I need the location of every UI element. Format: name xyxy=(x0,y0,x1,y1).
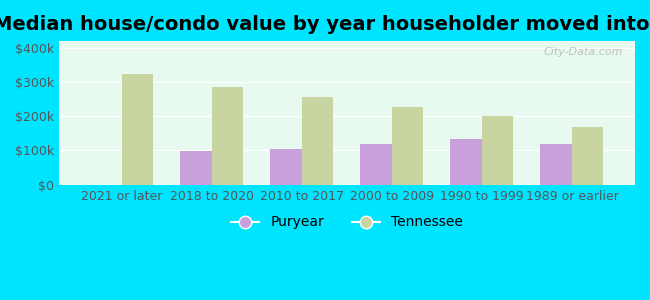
Bar xyxy=(450,140,482,184)
Bar xyxy=(212,86,244,184)
Bar xyxy=(392,107,424,184)
Bar xyxy=(572,127,603,184)
Title: Median house/condo value by year householder moved into unit: Median house/condo value by year househo… xyxy=(0,15,650,34)
Bar xyxy=(302,97,333,184)
Bar xyxy=(270,149,302,184)
Bar xyxy=(541,144,572,184)
Text: City-Data.com: City-Data.com xyxy=(544,47,623,57)
Bar xyxy=(181,152,212,184)
Bar xyxy=(361,144,392,184)
Legend: Puryear, Tennessee: Puryear, Tennessee xyxy=(226,210,468,235)
Bar xyxy=(122,74,153,184)
Bar xyxy=(482,116,514,184)
